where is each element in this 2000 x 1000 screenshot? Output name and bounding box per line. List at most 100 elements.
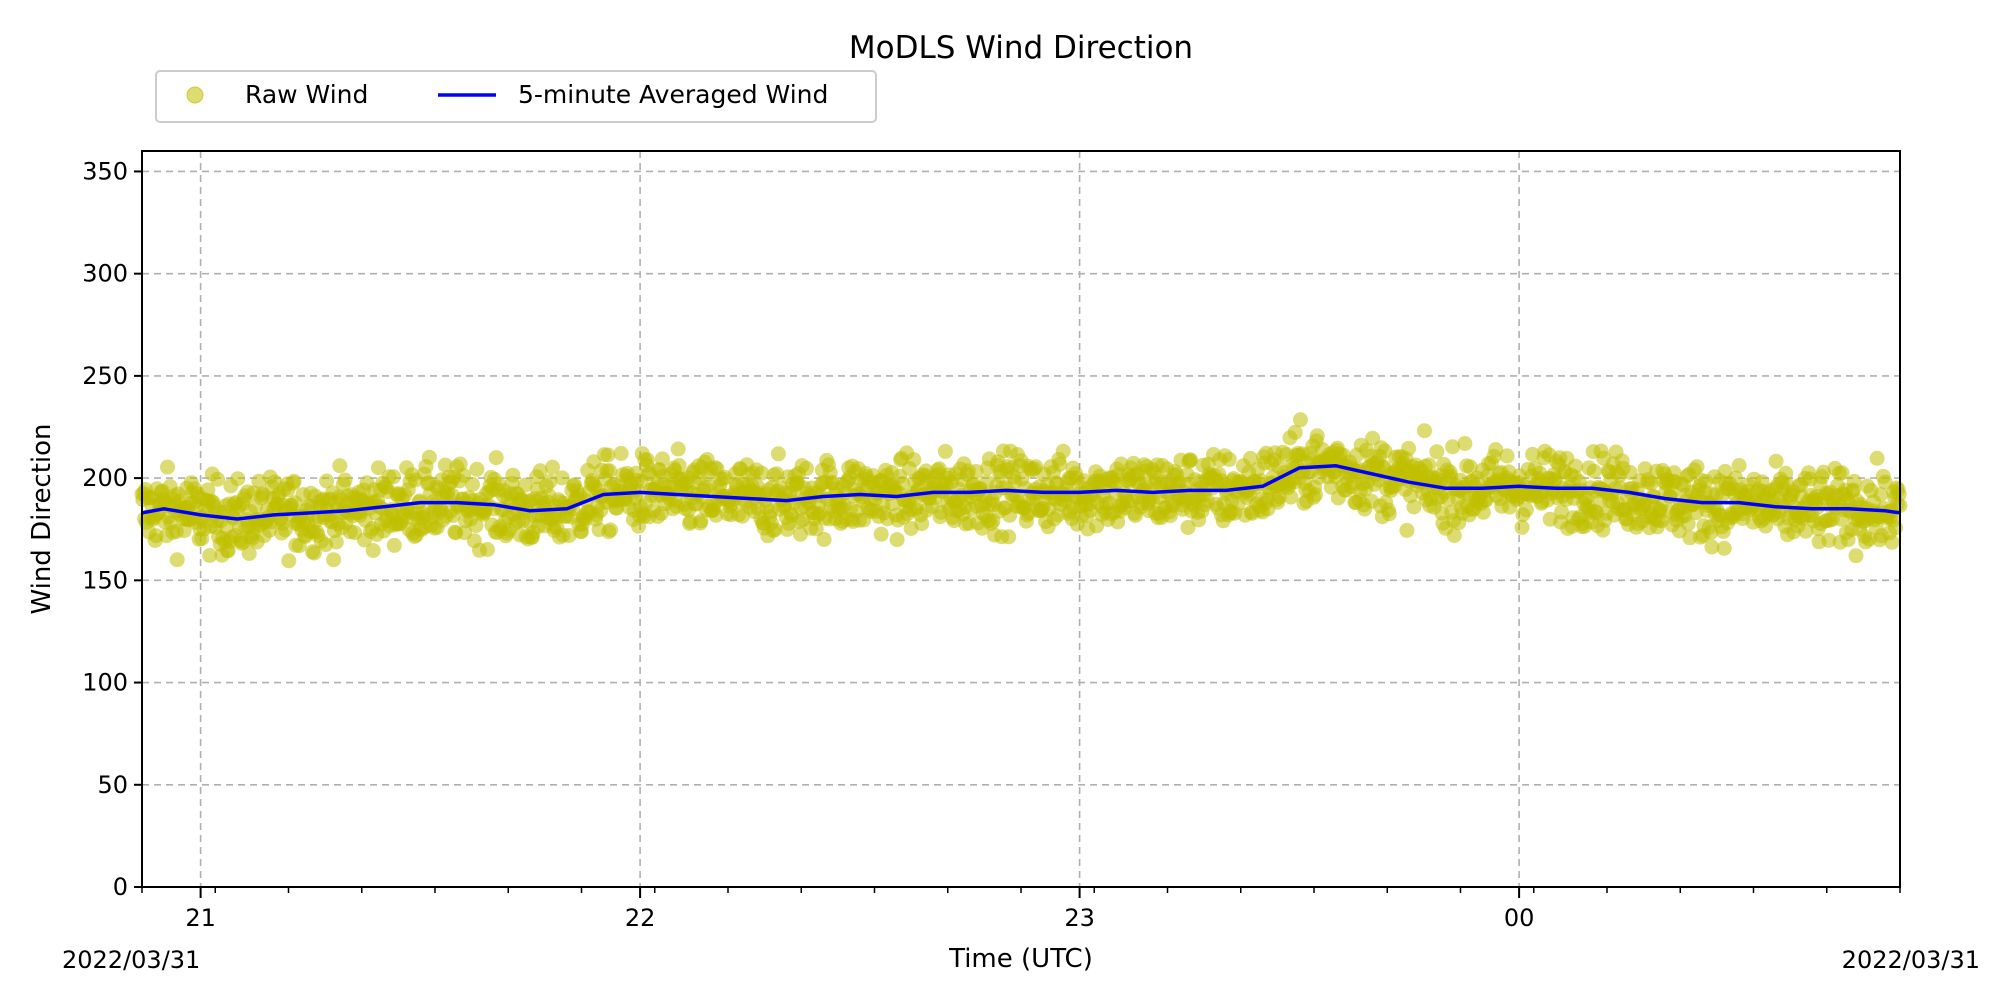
raw-wind-point bbox=[769, 466, 785, 482]
raw-wind-point bbox=[1001, 529, 1017, 545]
raw-wind-point bbox=[754, 465, 770, 481]
y-tick-label-150: 150 bbox=[82, 566, 128, 594]
raw-wind-point bbox=[914, 516, 930, 532]
raw-wind-point bbox=[542, 474, 558, 489]
raw-wind-point bbox=[1554, 504, 1570, 520]
averaged-wind-line-group bbox=[141, 464, 1901, 521]
raw-wind-point bbox=[1242, 450, 1258, 466]
raw-wind-point bbox=[1704, 539, 1720, 555]
raw-wind-point bbox=[885, 496, 901, 512]
raw-wind-point bbox=[1643, 475, 1659, 491]
raw-wind-point bbox=[1525, 446, 1541, 462]
raw-wind-point bbox=[1381, 506, 1397, 522]
raw-wind-point bbox=[561, 528, 577, 543]
raw-wind-point bbox=[386, 537, 402, 553]
raw-wind-point bbox=[332, 458, 348, 474]
raw-wind-point bbox=[1052, 456, 1068, 472]
raw-wind-point bbox=[1848, 548, 1864, 564]
raw-wind-point bbox=[1682, 530, 1698, 546]
raw-wind-point bbox=[799, 460, 814, 476]
y-tick-label-200: 200 bbox=[82, 464, 128, 492]
x-axis: 21 22 23 00 bbox=[141, 887, 1901, 932]
raw-wind-point bbox=[1457, 436, 1473, 451]
raw-wind-point bbox=[1728, 470, 1744, 486]
x-axis-date-right: 2022/03/31 bbox=[1842, 946, 1980, 974]
raw-wind-point bbox=[816, 531, 832, 547]
raw-wind-point bbox=[906, 452, 922, 468]
raw-wind-point bbox=[1846, 473, 1862, 489]
raw-wind-point bbox=[202, 548, 218, 563]
raw-wind-point bbox=[1399, 522, 1415, 538]
raw-wind-point bbox=[1406, 499, 1422, 515]
raw-wind-point bbox=[230, 471, 246, 487]
raw-wind-point bbox=[1861, 531, 1877, 547]
x-axis-date-left: 2022/03/31 bbox=[62, 946, 200, 974]
y-tick-label-250: 250 bbox=[82, 362, 128, 390]
raw-wind-point bbox=[654, 451, 670, 467]
raw-wind-point bbox=[600, 447, 616, 463]
raw-wind-point bbox=[1421, 457, 1437, 473]
raw-wind-point bbox=[808, 521, 824, 537]
raw-wind-point bbox=[505, 467, 521, 483]
raw-wind-point bbox=[532, 463, 548, 479]
raw-wind-point bbox=[968, 464, 984, 479]
raw-wind-point bbox=[286, 473, 302, 489]
legend: Raw Wind 5-minute Averaged Wind bbox=[155, 70, 877, 123]
raw-wind-point bbox=[517, 477, 533, 493]
raw-wind-point bbox=[469, 461, 485, 477]
raw-wind-point bbox=[281, 553, 297, 569]
raw-wind-point bbox=[241, 546, 257, 561]
raw-wind-point bbox=[326, 552, 342, 568]
raw-wind-point bbox=[277, 522, 293, 538]
raw-wind-point bbox=[1293, 412, 1308, 428]
raw-wind-point bbox=[873, 526, 889, 542]
raw-wind-point bbox=[894, 476, 910, 491]
raw-wind-point bbox=[319, 473, 335, 489]
raw-wind-point bbox=[421, 449, 437, 465]
x-axis-title: Time (UTC) bbox=[948, 944, 1093, 974]
x-tick-label-22: 22 bbox=[625, 904, 656, 932]
raw-wind-point bbox=[1731, 458, 1747, 473]
raw-wind-point bbox=[365, 543, 381, 558]
raw-wind-point bbox=[210, 471, 226, 487]
raw-wind-point bbox=[1518, 502, 1534, 518]
raw-wind-point bbox=[1462, 459, 1478, 475]
raw-wind-point bbox=[160, 459, 175, 475]
raw-wind-point bbox=[1798, 523, 1814, 539]
raw-wind-point bbox=[1429, 444, 1445, 460]
raw-wind-point bbox=[1055, 443, 1071, 459]
y-tick-label-350: 350 bbox=[82, 157, 128, 185]
raw-wind-point bbox=[1089, 518, 1105, 534]
raw-wind-point bbox=[437, 457, 453, 473]
raw-wind-point bbox=[452, 456, 468, 472]
raw-wind-point bbox=[1221, 451, 1237, 467]
raw-wind-point bbox=[1873, 487, 1889, 502]
raw-wind-point bbox=[554, 470, 570, 486]
raw-wind-point bbox=[1308, 487, 1323, 503]
legend-raw-wind-label: Raw Wind bbox=[245, 80, 368, 109]
averaged-wind-line bbox=[141, 464, 1901, 521]
legend-box bbox=[155, 70, 877, 123]
raw-wind-point bbox=[1417, 423, 1432, 439]
raw-wind-point bbox=[1689, 459, 1705, 475]
raw-wind-point bbox=[465, 477, 480, 492]
raw-wind-scatter bbox=[134, 412, 1908, 569]
raw-wind-point bbox=[1586, 463, 1602, 479]
raw-wind-point bbox=[671, 458, 687, 473]
raw-wind-point bbox=[693, 513, 709, 529]
raw-wind-point bbox=[1758, 518, 1773, 534]
raw-wind-point bbox=[1287, 424, 1303, 440]
raw-wind-point bbox=[1365, 430, 1381, 446]
raw-wind-point bbox=[468, 518, 484, 534]
legend-averaged-wind-label: 5-minute Averaged Wind bbox=[518, 80, 828, 109]
raw-wind-point bbox=[889, 532, 905, 548]
raw-wind-point bbox=[385, 469, 401, 485]
raw-wind-point bbox=[1821, 532, 1837, 548]
y-tick-label-0: 0 bbox=[113, 873, 128, 901]
raw-wind-point bbox=[371, 460, 386, 476]
raw-wind-point bbox=[602, 463, 618, 479]
x-tick-label-00: 00 bbox=[1504, 904, 1535, 932]
raw-wind-point bbox=[1716, 540, 1732, 556]
raw-wind-point bbox=[1680, 516, 1696, 532]
raw-wind-point bbox=[1183, 452, 1199, 468]
